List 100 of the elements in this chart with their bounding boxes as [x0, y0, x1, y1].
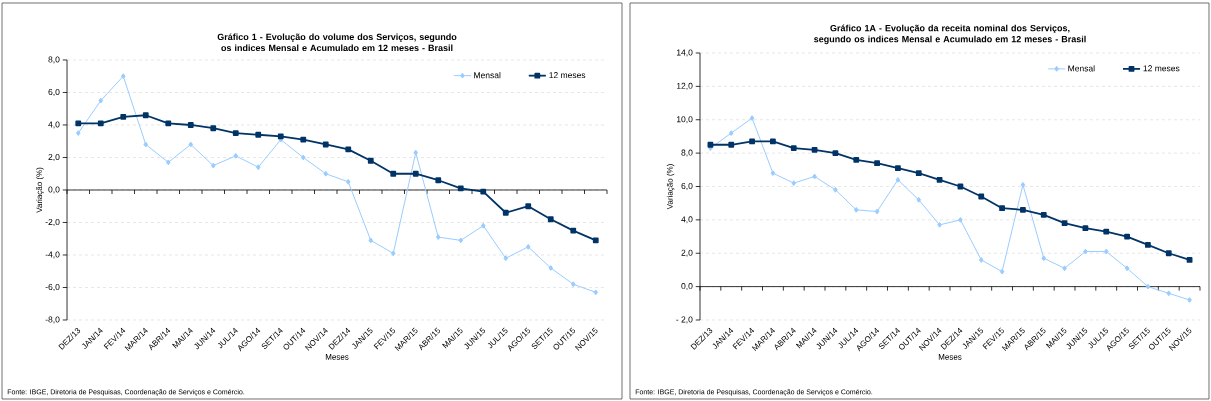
point: [1061, 220, 1068, 227]
point: [255, 131, 262, 138]
point: [525, 203, 532, 210]
point: [525, 243, 531, 250]
point: [368, 237, 374, 244]
y-tick-label: -6,0: [45, 283, 60, 291]
point: [1041, 255, 1047, 262]
point: [1165, 250, 1172, 257]
point: [749, 138, 755, 145]
point: [435, 177, 442, 184]
legend-label: 12 meses: [549, 72, 586, 79]
y-tick-label: -4,0: [45, 251, 60, 259]
point: [300, 136, 307, 143]
point: [999, 268, 1005, 275]
point: [874, 160, 880, 167]
point: [833, 186, 838, 193]
y-tick-label: 10,0: [676, 116, 693, 124]
point: [547, 216, 554, 223]
point: [390, 170, 397, 177]
point: [853, 206, 859, 213]
point: [165, 120, 172, 127]
point: [936, 176, 943, 183]
point: [210, 125, 217, 132]
point: [367, 157, 374, 164]
point: [480, 222, 486, 229]
point: [592, 237, 599, 244]
y-tick-label: 2,0: [48, 153, 60, 161]
point: [1145, 242, 1151, 248]
point: [853, 156, 860, 163]
point: [143, 141, 149, 148]
point: [233, 152, 239, 159]
point: [1020, 181, 1026, 188]
y-tick-label: -2,0: [45, 218, 60, 226]
point: [210, 162, 216, 169]
point: [458, 237, 464, 244]
y-axis-title: Variação (%): [666, 164, 675, 210]
point: [915, 170, 922, 177]
legend-label: Mensal: [474, 71, 501, 79]
point: [978, 193, 985, 200]
chart-title: Gráfico 1 - Evolução do volume dos Serviços, segundo os indices Mensal e Acumulado em 12 meses - Brasil: [217, 33, 457, 52]
y-tick-label: -8,0: [45, 316, 60, 324]
point: [811, 146, 818, 153]
point: [916, 196, 922, 203]
point: [548, 265, 554, 271]
y-tick-label: 0,0: [48, 186, 60, 194]
point: [323, 170, 329, 177]
point: [75, 120, 82, 127]
point: [1062, 265, 1067, 272]
point: [791, 180, 797, 187]
point: [1124, 265, 1130, 272]
chart-title: Gráfico 1A - Evolução da receita nominal dos Serviços, segundo os indices Mensal e Acumulado em 12 meses - Brasil: [814, 24, 1086, 45]
point: [1082, 225, 1089, 232]
point: [832, 150, 839, 157]
point: [1187, 297, 1192, 303]
legend-label: Mensal: [1068, 65, 1095, 72]
point: [812, 173, 817, 180]
point: [874, 208, 880, 215]
y-tick-label: 2,0: [681, 249, 693, 257]
point: [707, 141, 714, 148]
point: [790, 145, 797, 152]
point: [1040, 211, 1047, 218]
point: [1186, 257, 1193, 263]
point: [895, 165, 901, 172]
y-tick-label: 8,0: [48, 56, 60, 64]
point: [345, 178, 351, 185]
point: [570, 281, 576, 288]
y-tick-label: - 2,0: [676, 316, 693, 324]
point: [978, 257, 984, 263]
point: [1124, 233, 1130, 240]
y-tick-label: 12,0: [676, 82, 693, 90]
point: [1020, 206, 1026, 213]
y-tick-label: 6,0: [48, 88, 60, 96]
point: [165, 159, 171, 166]
point: [98, 97, 104, 104]
point: [937, 221, 942, 228]
point: [435, 234, 441, 241]
point: [232, 130, 239, 137]
point: [1083, 248, 1088, 255]
point: [1103, 248, 1109, 255]
y-tick-label: 8,0: [681, 149, 693, 157]
point: [1145, 283, 1151, 290]
point: [1103, 228, 1110, 235]
point: [749, 115, 755, 121]
point: [187, 122, 194, 128]
y-tick-label: 4,0: [48, 121, 60, 129]
y-axis-title: Variação (%): [36, 167, 44, 213]
point: [120, 73, 126, 80]
point: [480, 188, 487, 195]
point: [570, 227, 577, 234]
point: [120, 113, 127, 120]
y-tick-label: 4,0: [681, 216, 693, 224]
y-tick-label: 0,0: [681, 283, 693, 291]
point: [999, 205, 1005, 212]
point: [770, 170, 776, 177]
point: [1166, 290, 1172, 297]
point: [300, 154, 306, 161]
point: [322, 141, 329, 148]
point: [503, 255, 509, 262]
x-axis-title: Meses: [938, 354, 962, 360]
point: [412, 170, 419, 177]
